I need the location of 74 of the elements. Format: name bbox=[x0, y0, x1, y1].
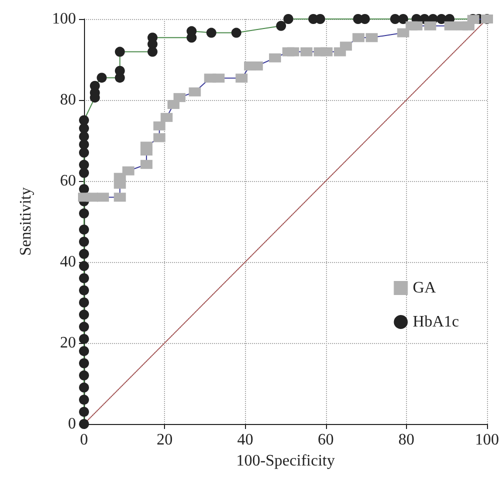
point bbox=[269, 53, 282, 62]
point bbox=[300, 47, 312, 56]
point bbox=[79, 346, 89, 356]
x-tick-label: 60 bbox=[318, 432, 334, 448]
legend-label: GA bbox=[412, 280, 436, 296]
point bbox=[352, 33, 364, 42]
point bbox=[410, 21, 422, 30]
point bbox=[79, 224, 89, 235]
point bbox=[231, 28, 242, 38]
point bbox=[114, 192, 126, 202]
y-tick-label: 40 bbox=[60, 254, 76, 270]
point bbox=[79, 123, 89, 134]
x-tick-label: 80 bbox=[398, 432, 414, 448]
point bbox=[153, 121, 166, 130]
point bbox=[114, 66, 125, 76]
point bbox=[79, 115, 89, 126]
point bbox=[320, 47, 333, 56]
point bbox=[79, 334, 89, 344]
x-tick-label: 0 bbox=[80, 432, 88, 448]
x-axis-title: 100-Specificity bbox=[236, 452, 335, 470]
point bbox=[79, 160, 89, 170]
point bbox=[390, 14, 400, 24]
point bbox=[96, 72, 107, 83]
point bbox=[188, 87, 201, 96]
y-tick-label: 20 bbox=[60, 334, 76, 352]
point bbox=[96, 192, 109, 202]
point bbox=[114, 46, 125, 57]
x-tick-label: 100 bbox=[475, 432, 499, 448]
point bbox=[366, 33, 378, 42]
point bbox=[397, 28, 410, 38]
point bbox=[122, 166, 134, 176]
point bbox=[79, 310, 89, 320]
point bbox=[90, 80, 100, 91]
x-tick-label: 40 bbox=[237, 432, 254, 448]
y-tick-label: 100 bbox=[52, 10, 76, 28]
point bbox=[315, 14, 326, 24]
point bbox=[79, 131, 89, 142]
point bbox=[79, 261, 89, 272]
point bbox=[79, 248, 89, 259]
point bbox=[79, 236, 89, 247]
point bbox=[424, 21, 436, 30]
point bbox=[444, 21, 456, 30]
point bbox=[160, 112, 173, 122]
point bbox=[79, 208, 89, 218]
x-tick-label: 20 bbox=[156, 432, 173, 448]
point bbox=[79, 406, 89, 417]
point bbox=[283, 14, 294, 24]
point bbox=[212, 74, 225, 83]
point bbox=[114, 172, 126, 182]
point bbox=[79, 382, 89, 393]
point bbox=[79, 358, 89, 368]
point bbox=[79, 285, 89, 296]
point bbox=[206, 28, 216, 38]
point bbox=[79, 370, 89, 380]
point bbox=[140, 160, 152, 169]
legend-label: HbA1c bbox=[412, 314, 460, 330]
point bbox=[79, 168, 89, 178]
point bbox=[79, 394, 89, 405]
point bbox=[287, 47, 300, 56]
y-tick-label: 80 bbox=[60, 92, 76, 108]
point bbox=[360, 14, 370, 24]
point bbox=[153, 133, 166, 142]
y-tick-label: 0 bbox=[68, 416, 76, 432]
point bbox=[79, 273, 89, 284]
point bbox=[174, 93, 186, 102]
y-tick-label: 60 bbox=[60, 172, 76, 190]
point bbox=[276, 20, 286, 31]
point bbox=[79, 298, 89, 308]
point bbox=[340, 42, 352, 51]
point bbox=[236, 74, 248, 83]
point bbox=[86, 192, 98, 202]
point bbox=[79, 322, 89, 332]
y-axis-title: Sensitivity bbox=[18, 187, 34, 256]
point bbox=[398, 14, 408, 24]
